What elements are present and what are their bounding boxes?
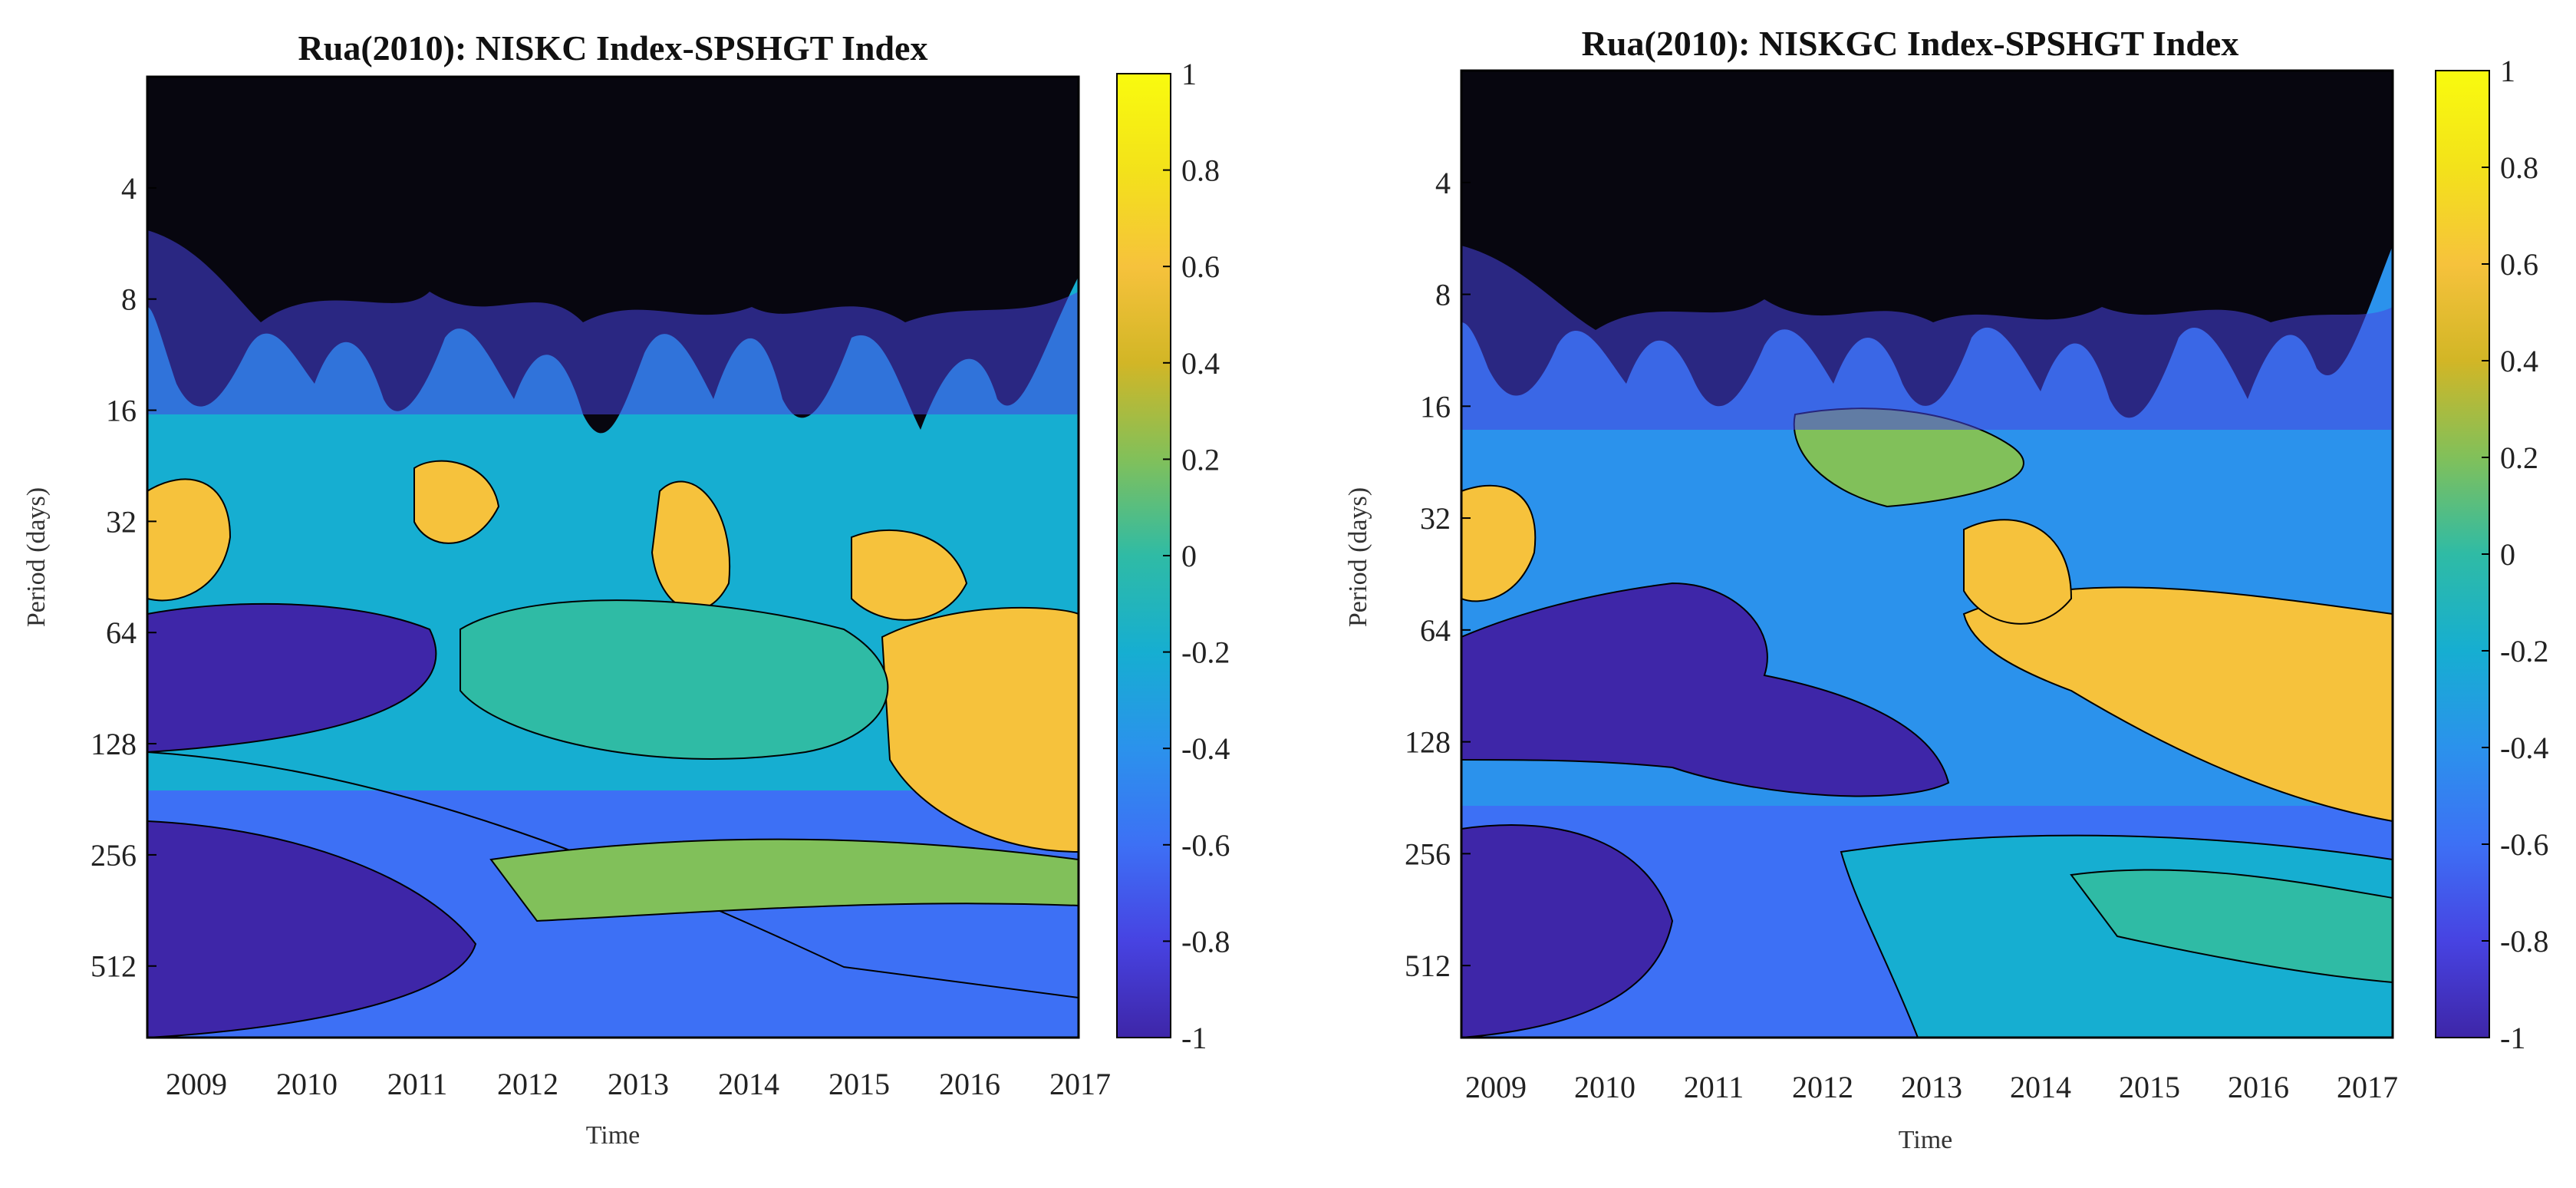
panel-1-title: Rua(2010): NISKC Index-SPSHGT Index: [298, 28, 928, 68]
panel-1-plot-frame: [146, 75, 1080, 1039]
panel-1-region-deep-blue-mid: [147, 602, 437, 754]
y-tick-label: 512: [91, 949, 137, 984]
x-tick-label: 2016: [2228, 1070, 2289, 1104]
colorbar-tick-label: -0.6: [2500, 827, 2548, 862]
colorbar-tick-label: 0.2: [2500, 441, 2538, 475]
x-tick-label: 2016: [939, 1067, 1000, 1101]
panel-1-region-green-ribbon: [489, 838, 1079, 922]
colorbar-tick-label: -0.2: [2500, 634, 2548, 668]
panel-1-region-deep-blue-bottom: [147, 820, 477, 1038]
y-tick-label: 4: [1435, 166, 1451, 200]
x-tick-label: 2013: [608, 1067, 669, 1101]
colorbar-tick-label: 0.8: [2500, 150, 2538, 185]
panel-1-plot-area: [147, 77, 1079, 1038]
panel-1-y-label: Period (days): [22, 487, 51, 627]
panel-1-region-yellow-mid2: [851, 529, 968, 621]
panel-2-colorbar: [2435, 70, 2490, 1038]
y-tick-label: 256: [1405, 837, 1451, 871]
panel-1-colorbar: [1116, 73, 1171, 1038]
panel-1-region-yellow-left: [147, 478, 232, 602]
colorbar-tick-label: -1: [1181, 1021, 1207, 1055]
x-tick-label: 2014: [718, 1067, 779, 1101]
panel-1: Rua(2010): NISKC Index-SPSHGT Index 4816…: [22, 28, 1230, 1150]
y-tick-label: 64: [1420, 613, 1451, 648]
x-tick-label: 2015: [828, 1067, 890, 1101]
panel-1-x-label: Time: [586, 1121, 641, 1150]
x-tick-label: 2015: [2119, 1070, 2180, 1104]
panel-2-region-yellow-mid: [1963, 519, 2073, 625]
colorbar-tick-label: -0.6: [1181, 828, 1230, 863]
x-tick-label: 2012: [497, 1067, 558, 1101]
panel-1-x-ticks: 2009 2010 2011 2012 2013 2014 2015 2016 2017: [166, 1067, 1111, 1101]
y-tick-label: 32: [1420, 501, 1451, 536]
colorbar-tick-label: -0.8: [2500, 924, 2548, 959]
y-tick-label: 64: [106, 615, 137, 650]
x-tick-label: 2009: [166, 1067, 227, 1101]
x-tick-label: 2009: [1465, 1070, 1527, 1104]
colorbar-tick-label: -1: [2500, 1021, 2525, 1055]
y-tick-label: 4: [121, 171, 137, 206]
y-tick-label: 8: [1435, 278, 1451, 312]
panel-1-region-blue-ribbon: [147, 751, 1079, 1038]
colorbar-tick-label: 0.4: [2500, 344, 2538, 378]
x-tick-label: 2012: [1792, 1070, 1853, 1104]
panel-2-region-blue-streaks: [1461, 246, 2393, 430]
y-tick-label: 8: [121, 282, 137, 317]
panel-2-y-ticks: 4 8 16 32 64 128 256 512: [1405, 166, 1471, 983]
colorbar-tick-label: -0.2: [1181, 635, 1230, 670]
colorbar-tick-label: 0.4: [1181, 346, 1220, 381]
panel-1-colorbar-ticks: 1 0.8 0.6 0.4 0.2 0 -0.2 -0.4 -0.6 -0.8 -1: [1163, 57, 1230, 1055]
panel-2-region-yellow-left: [1461, 484, 1537, 602]
x-tick-label: 2017: [1049, 1067, 1111, 1101]
panel-2-plot-area: [1461, 71, 2393, 1038]
x-tick-label: 2011: [1684, 1070, 1744, 1104]
colorbar-tick-label: 0.2: [1181, 442, 1220, 477]
y-tick-label: 16: [1420, 389, 1451, 424]
x-tick-label: 2011: [387, 1067, 448, 1101]
y-tick-label: 32: [106, 504, 137, 539]
panel-1-region-blue-streaks: [147, 230, 1079, 414]
panel-2-region-yellow-right: [1962, 586, 2393, 823]
y-tick-label: 256: [91, 838, 137, 873]
x-tick-label: 2017: [2337, 1070, 2398, 1104]
panel-2-x-ticks: 2009 2010 2011 2012 2013 2014 2015 2016 2017: [1465, 1070, 2398, 1104]
panel-2-plot-frame: [1460, 69, 2394, 1039]
colorbar-tick-label: -0.4: [1181, 731, 1230, 766]
y-tick-label: 128: [91, 727, 137, 761]
panel-2-region-deep-blue-bottom: [1461, 824, 1674, 1038]
panel-2-region-green-lower: [2070, 869, 2393, 984]
panel-2-region-deep-blue-mid: [1461, 582, 1950, 797]
colorbar-tick-label: 0.6: [2500, 247, 2538, 282]
panel-2-title: Rua(2010): NISKGC Index-SPSHGT Index: [1582, 24, 2239, 63]
colorbar-tick-label: 0.8: [1181, 153, 1220, 188]
colorbar-tick-label: 0.6: [1181, 249, 1220, 284]
y-tick-label: 512: [1405, 949, 1451, 983]
x-tick-label: 2010: [276, 1067, 338, 1101]
x-tick-label: 2010: [1574, 1070, 1636, 1104]
panel-2: Rua(2010): NISKGC Index-SPSHGT Index 4 8 1…: [1344, 24, 2548, 1154]
colorbar-tick-label: 1: [1181, 57, 1197, 91]
panel-2-y-label: Period (days): [1344, 487, 1372, 627]
panel-1-region-yellow-left2: [413, 460, 500, 544]
x-tick-label: 2014: [2010, 1070, 2071, 1104]
colorbar-tick-label: -0.4: [2500, 731, 2548, 765]
panel-2-colorbar-ticks: 1 0.8 0.6 0.4 0.2 0 -0.2 -0.4 -0.6 -0.8 -1: [2482, 54, 2548, 1055]
panel-1-region-yellow-mid: [651, 480, 731, 611]
y-tick-label: 16: [106, 394, 137, 428]
panel-1-y-ticks: 4 8 16 32 64 128 256 512: [91, 171, 156, 984]
panel-1-region-green-mid: [460, 599, 889, 760]
colorbar-tick-label: 1: [2500, 54, 2515, 88]
y-tick-label: 128: [1405, 725, 1451, 760]
panel-2-x-label: Time: [1899, 1126, 1953, 1154]
colorbar-tick-label: 0: [2500, 537, 2515, 572]
colorbar-tick-label: -0.8: [1181, 924, 1230, 959]
colorbar-tick-label: 0: [1181, 539, 1197, 573]
x-tick-label: 2013: [1901, 1070, 1962, 1104]
